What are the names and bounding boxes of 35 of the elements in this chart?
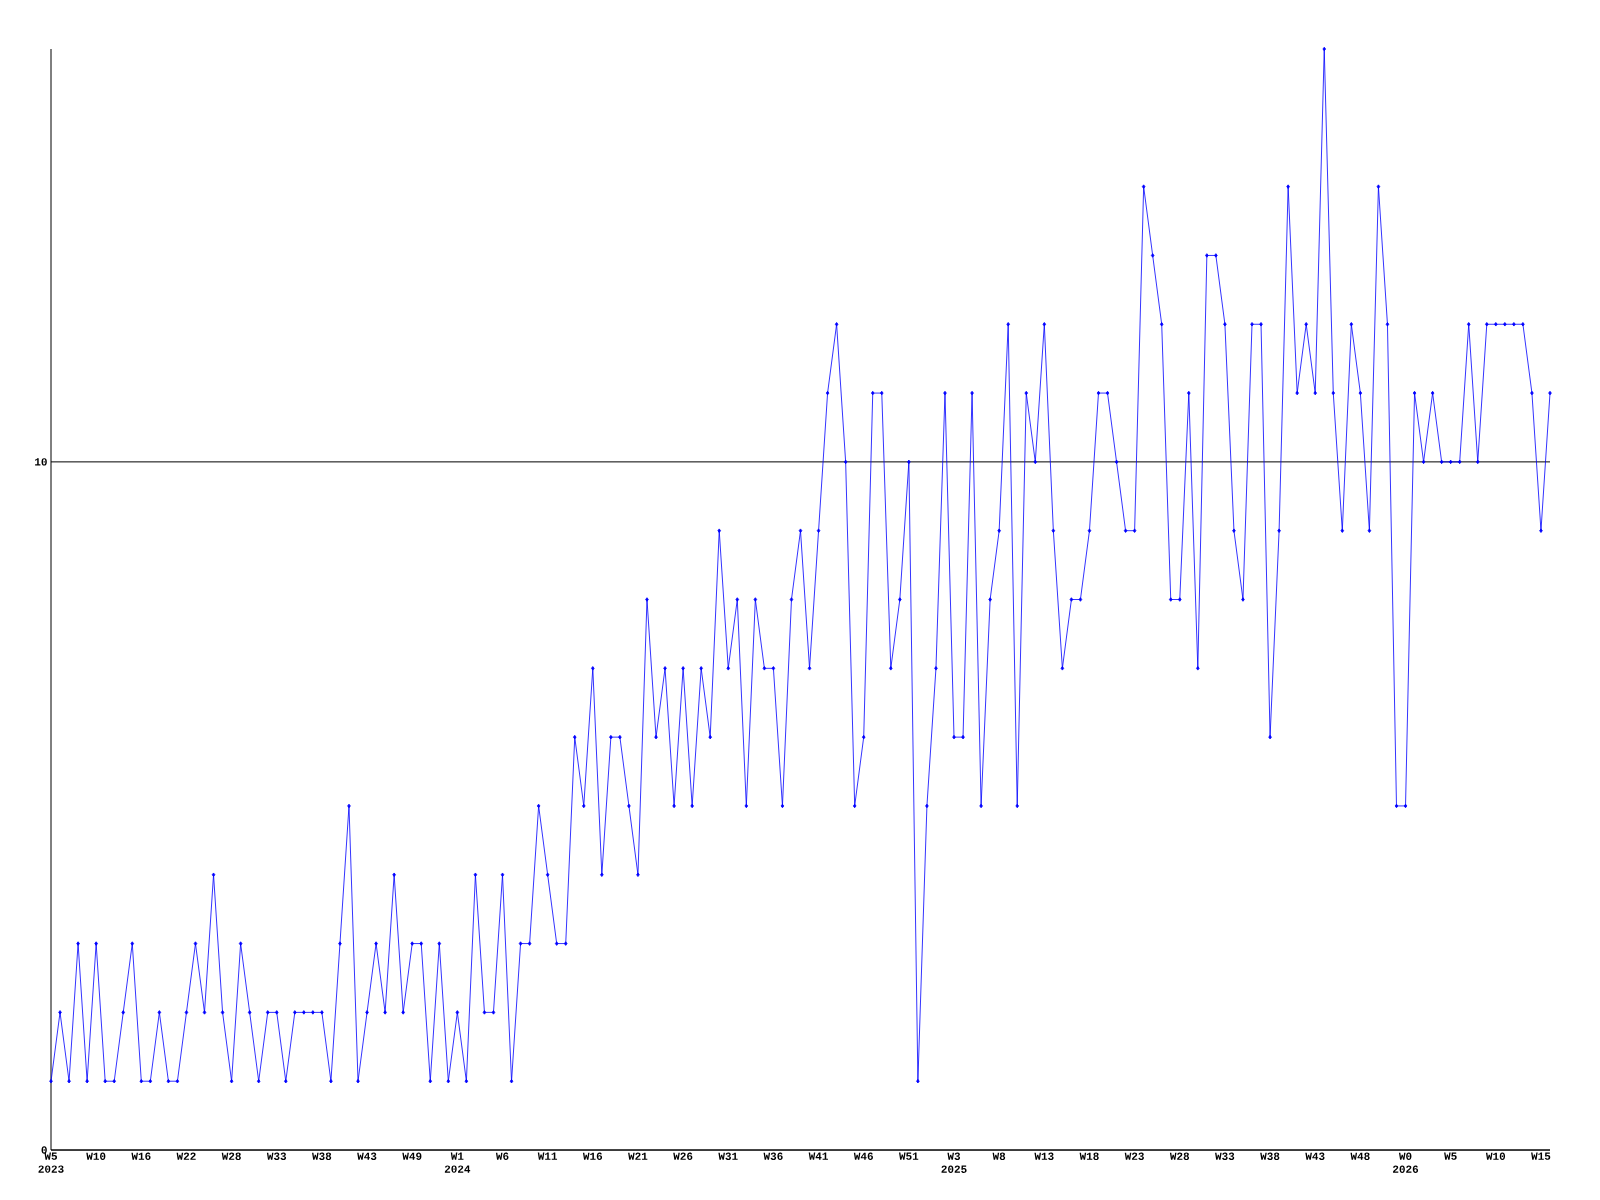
x-tick-label: W21 (628, 1152, 648, 1160)
x-tick-label: W31 (718, 1152, 738, 1160)
y-tick-label: 0 (41, 1146, 47, 1154)
x-tick-label: W16 (131, 1152, 151, 1160)
x-tick-label: W23 (1124, 1152, 1144, 1160)
x-tick-label: W8 (992, 1152, 1006, 1160)
x-tick-label: W49 (402, 1152, 422, 1160)
y-tick-label: 10 (35, 458, 47, 466)
x-tick-label: W28 (221, 1152, 241, 1160)
x-tick-label: W0 2026 (1393, 1152, 1419, 1173)
x-tick-label: W48 (1350, 1152, 1370, 1160)
x-tick-label: W43 (357, 1152, 377, 1160)
x-tick-label: W15 (1531, 1152, 1551, 1160)
x-tick-label: W46 (853, 1152, 873, 1160)
x-tick-label: W3 2025 (941, 1152, 967, 1173)
x-tick-label: W26 (673, 1152, 693, 1160)
x-tick-label: W41 (808, 1152, 828, 1160)
x-tick-label: W6 (495, 1152, 509, 1160)
x-tick-label: W33 (266, 1152, 287, 1160)
x-tick-label: W43 (1305, 1152, 1325, 1160)
x-tick-label: W10 (86, 1152, 106, 1160)
x-tick-label: W18 (1079, 1152, 1099, 1160)
x-tick-label: W13 (1034, 1152, 1054, 1160)
x-tick-label: W1 2024 (444, 1152, 471, 1173)
x-tick-label: W28 (1169, 1152, 1190, 1160)
x-tick-label: W11 (537, 1152, 558, 1160)
x-tick-label: W16 (582, 1152, 603, 1160)
x-tick-label: W10 (1485, 1152, 1506, 1160)
x-tick-label: W36 (763, 1152, 783, 1160)
x-tick-label: W5 (1444, 1152, 1457, 1160)
x-tick-label: W51 (899, 1152, 919, 1160)
x-tick-label: W33 (1215, 1152, 1235, 1160)
x-tick-label: W38 (1260, 1152, 1280, 1160)
x-tick-label: W38 (312, 1152, 332, 1160)
x-tick-label: W22 (176, 1152, 196, 1160)
